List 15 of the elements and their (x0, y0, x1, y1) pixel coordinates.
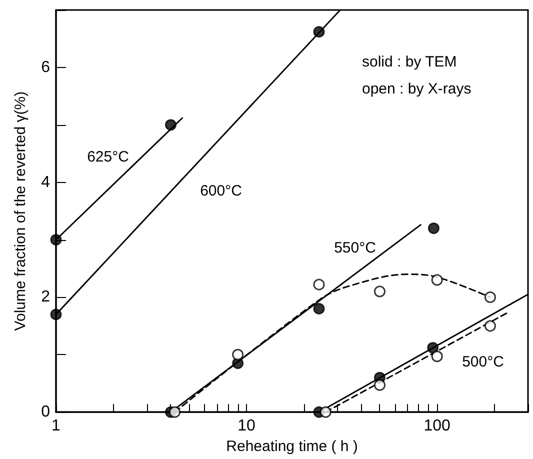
x-tick-label: 1 (52, 418, 61, 435)
y-tick-label: 2 (41, 288, 50, 306)
y-tick-label: 4 (41, 174, 50, 191)
x-axis-title: Reheating time ( h ) (226, 438, 358, 455)
annotation: 550°C (334, 240, 376, 256)
annotation: 500°C (462, 354, 504, 370)
y-axis-title: Volume fraction of the reverted γ(%) (12, 91, 29, 331)
x-tick-label: 100 (424, 418, 451, 435)
x-tick-label: 10 (238, 418, 256, 435)
y-tick-label: 0 (41, 404, 50, 421)
annotation: solid : by TEM (362, 54, 457, 70)
annotation: 625°C (87, 148, 130, 166)
y-tick-label: 6 (41, 58, 50, 76)
annotation: 600°C (200, 182, 242, 200)
annotation: open : by X-rays (362, 80, 472, 98)
